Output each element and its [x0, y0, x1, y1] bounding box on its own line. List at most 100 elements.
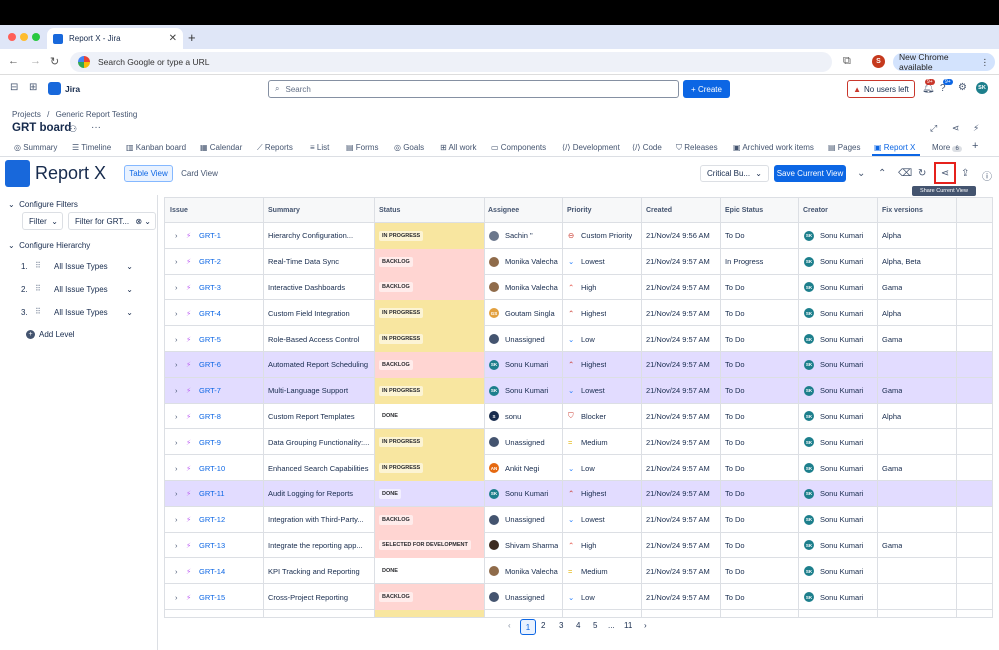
filter-type-select[interactable]: Filter ⌄: [22, 212, 63, 230]
status-cell[interactable]: DONE: [379, 404, 401, 430]
forward-icon[interactable]: →: [30, 55, 41, 67]
assignee-cell[interactable]: Sonu Kumari: [505, 386, 549, 396]
assignee-cell[interactable]: Monika Valecha: [505, 282, 558, 292]
summary-cell[interactable]: Integration with Third-Party...: [268, 515, 364, 525]
expand-row-icon[interactable]: ›: [175, 540, 178, 550]
tab-timeline[interactable]: ☰ Timeline: [72, 143, 112, 152]
issue-key-link[interactable]: GRT-4: [199, 308, 221, 318]
issue-key-link[interactable]: GRT-6: [199, 360, 221, 370]
hierarchy-level-1-select[interactable]: All Issue Types ⌄: [54, 261, 133, 271]
refresh-icon[interactable]: ↻: [918, 168, 927, 179]
priority-cell[interactable]: Lowest: [581, 386, 605, 396]
team-icon[interactable]: ⚇: [69, 124, 78, 134]
no-users-left-button[interactable]: ▲ No users left: [847, 80, 915, 98]
configure-hierarchy-toggle[interactable]: ⌄ Configure Hierarchy: [8, 241, 91, 250]
priority-cell[interactable]: Custom Priority: [581, 231, 633, 241]
table-row[interactable]: › ⚡ GRT-2 Real-Time Data Sync BACKLOG Monika …: [165, 248, 992, 275]
status-cell[interactable]: DONE: [379, 558, 401, 584]
status-cell[interactable]: IN PROGRESS: [379, 455, 424, 481]
app-switcher-icon[interactable]: ⊞: [29, 82, 38, 93]
notifications-icon[interactable]: 🔔︎: [922, 83, 935, 94]
drag-handle-icon[interactable]: ⠿: [35, 307, 41, 316]
clear-format-icon[interactable]: ⌫: [898, 168, 913, 179]
minimize-window-icon[interactable]: [20, 33, 28, 41]
page-5-button[interactable]: 5: [593, 621, 598, 630]
user-avatar[interactable]: SK: [976, 82, 988, 94]
jira-logo-icon[interactable]: [48, 82, 61, 95]
priority-cell[interactable]: Blocker: [581, 411, 607, 421]
share-current-view-button[interactable]: ⋖: [934, 162, 956, 184]
assignee-cell[interactable]: Sachin ": [505, 231, 533, 241]
help-icon[interactable]: ?: [940, 83, 946, 94]
tab-all-work[interactable]: ⊞ All work: [440, 143, 477, 152]
table-view-button[interactable]: Table View: [124, 165, 173, 182]
drag-handle-icon[interactable]: ⠿: [35, 261, 41, 270]
assignee-cell[interactable]: Monika Valecha: [505, 566, 558, 576]
status-cell[interactable]: DONE: [379, 481, 401, 507]
status-cell[interactable]: IN PROGRESS: [379, 378, 424, 404]
issue-key-link[interactable]: GRT-1: [199, 231, 221, 241]
priority-cell[interactable]: Low: [581, 463, 595, 473]
table-row[interactable]: › ⚡ GRT-9 Data Grouping Functionality:... IN…: [165, 429, 992, 456]
table-row[interactable]: › ⚡ GRT-1 Hierarchy Configuration... IN PROG…: [165, 223, 992, 249]
fullscreen-icon[interactable]: ⤢: [930, 123, 938, 133]
status-cell[interactable]: SELECTED FOR DEVELOPMENT: [379, 533, 471, 559]
issue-key-link[interactable]: GRT-9: [199, 437, 221, 447]
expand-row-icon[interactable]: ›: [175, 257, 178, 267]
column-header-summary[interactable]: Summary: [268, 207, 300, 214]
reload-icon[interactable]: ↻: [50, 56, 60, 68]
expand-row-icon[interactable]: ›: [175, 386, 178, 396]
info-icon[interactable]: ⓘ: [982, 172, 992, 183]
assignee-cell[interactable]: Shivam Sharma: [505, 540, 559, 550]
status-cell[interactable]: BACKLOG: [379, 275, 413, 301]
summary-cell[interactable]: Audit Logging for Reports: [268, 489, 354, 499]
assignee-cell[interactable]: Unassigned: [505, 592, 545, 602]
priority-cell[interactable]: Highest: [581, 489, 607, 499]
issue-key-link[interactable]: GRT-13: [199, 540, 226, 550]
tab-summary[interactable]: ◎ Summary: [14, 143, 58, 152]
collapse-all-icon[interactable]: ⌄: [857, 168, 866, 179]
column-header-priority[interactable]: Priority: [567, 207, 592, 214]
next-page-button[interactable]: ›: [644, 621, 647, 630]
status-cell[interactable]: IN PROGRESS: [379, 223, 424, 249]
expand-row-icon[interactable]: ›: [175, 360, 178, 370]
share-page-icon[interactable]: ⋖: [952, 123, 960, 133]
automation-icon[interactable]: ⚡: [973, 123, 980, 133]
issue-key-link[interactable]: GRT-14: [199, 566, 226, 576]
hierarchy-level-3-select[interactable]: All Issue Types ⌄: [54, 307, 133, 317]
status-cell[interactable]: BACKLOG: [379, 584, 413, 610]
tab-code[interactable]: ⟨/⟩ Code: [632, 143, 662, 152]
summary-cell[interactable]: KPI Tracking and Reporting: [268, 566, 360, 576]
expand-row-icon[interactable]: ›: [175, 334, 178, 344]
status-cell[interactable]: BACKLOG: [379, 507, 413, 533]
assignee-cell[interactable]: Sonu Kumari: [505, 360, 549, 370]
page-3-button[interactable]: 3: [559, 621, 564, 630]
status-cell[interactable]: IN PROGRESS: [379, 300, 424, 326]
tab-components[interactable]: ▭ Components: [491, 143, 547, 152]
table-row[interactable]: › ⚡ GRT-5 Role-Based Access Control IN PROGR…: [165, 326, 992, 352]
column-header-created[interactable]: Created: [646, 207, 673, 214]
table-row[interactable]: › ⚡ GRT-4 Custom Field Integration IN PROGRE…: [165, 300, 992, 327]
tab-archived-work-items[interactable]: ▣ Archived work items: [733, 143, 814, 152]
assignee-cell[interactable]: Monika Valecha: [505, 257, 558, 267]
expand-row-icon[interactable]: ›: [175, 592, 178, 602]
tab-reports[interactable]: ⟋ Reports: [257, 143, 293, 152]
status-cell[interactable]: IN PROGRESS: [379, 429, 424, 455]
card-view-button[interactable]: Card View: [181, 169, 218, 178]
summary-cell[interactable]: Cross-Project Reporting: [268, 592, 349, 602]
expand-row-icon[interactable]: ›: [175, 231, 178, 241]
table-row[interactable]: › ⚡ GRT-12 Integration with Third-Party... B…: [165, 506, 992, 533]
summary-cell[interactable]: Integrate the reporting app...: [268, 540, 363, 550]
maximize-window-icon[interactable]: [32, 33, 40, 41]
summary-cell[interactable]: Multi-Language Support: [268, 386, 349, 396]
settings-gear-icon[interactable]: ⚙: [958, 82, 967, 93]
status-cell[interactable]: BACKLOG: [379, 352, 413, 378]
critical-view-select[interactable]: Critical Bu... ⌄: [700, 165, 769, 182]
breadcrumb-project-link[interactable]: Generic Report Testing: [55, 110, 138, 119]
tab-pages[interactable]: ▤ Pages: [828, 143, 861, 152]
summary-cell[interactable]: Interactive Dashboards: [268, 282, 346, 292]
filter-value-select[interactable]: Filter for GRT... ⊗ ⌄: [68, 212, 156, 230]
tab-goals[interactable]: ◎ Goals: [394, 143, 425, 152]
assignee-cell[interactable]: sonu: [505, 411, 522, 421]
issue-key-link[interactable]: GRT-2: [199, 257, 221, 267]
